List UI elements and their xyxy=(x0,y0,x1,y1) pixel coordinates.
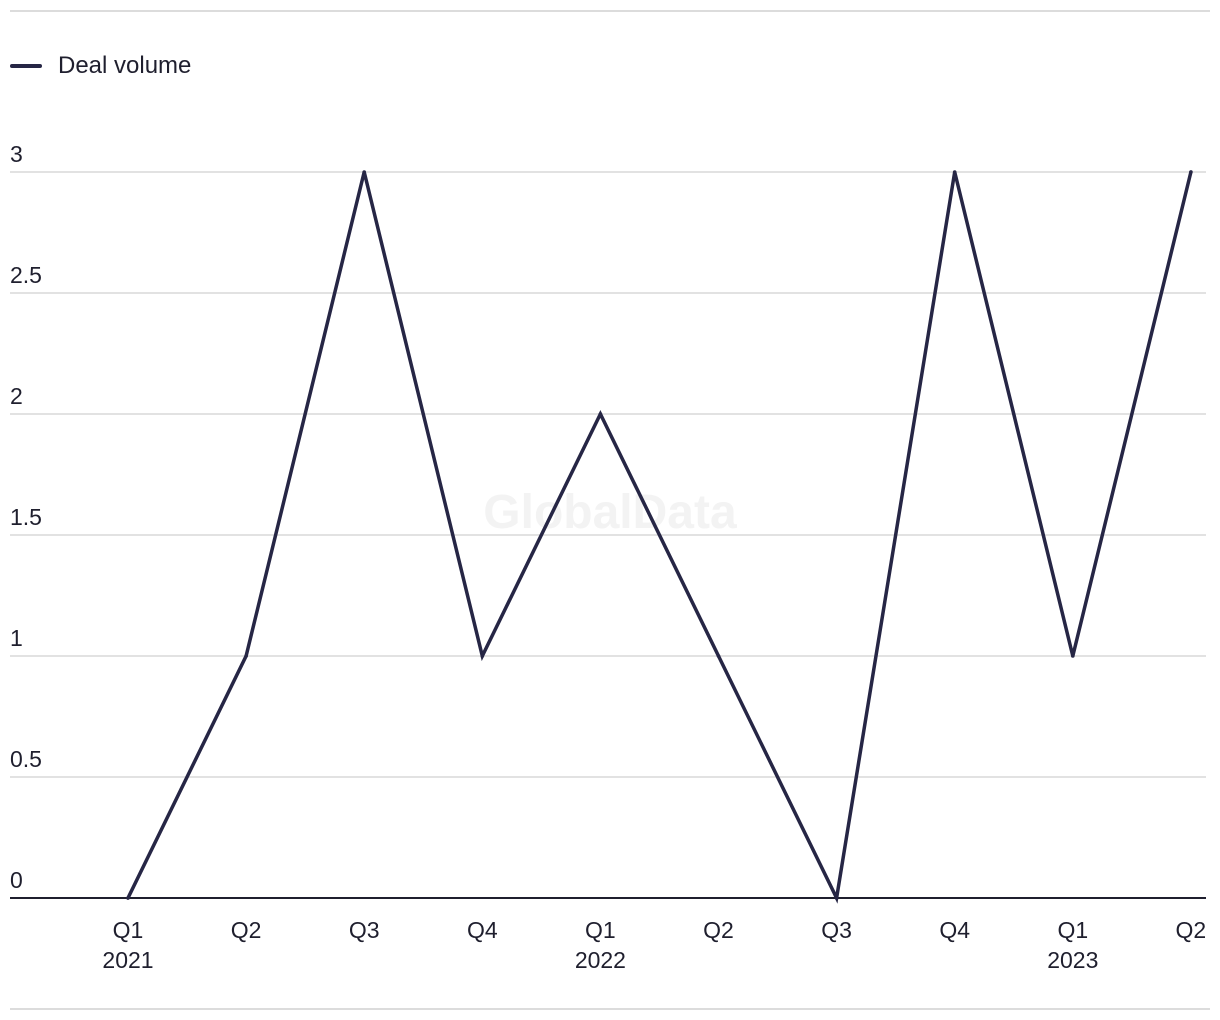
data-point xyxy=(362,170,367,174)
x-tick-year-label: 2021 xyxy=(102,947,153,973)
x-tick-label: Q2 xyxy=(703,917,734,943)
data-point xyxy=(480,654,485,658)
x-tick-year-label: 2023 xyxy=(1047,947,1098,973)
y-tick-label: 0.5 xyxy=(10,746,42,772)
y-tick-label: 3 xyxy=(10,141,23,167)
y-tick-label: 0 xyxy=(10,867,23,893)
y-tick-label: 1.5 xyxy=(10,504,42,530)
legend-line-swatch xyxy=(10,64,42,68)
data-point xyxy=(716,654,721,658)
watermark-text: GlobalData xyxy=(483,486,737,539)
x-tick-label: Q3 xyxy=(821,917,852,943)
x-tick-label: Q3 xyxy=(349,917,380,943)
y-tick-label: 2.5 xyxy=(10,262,42,288)
data-point xyxy=(244,654,248,658)
x-tick-label: Q4 xyxy=(939,917,970,943)
data-point xyxy=(1071,654,1075,658)
x-tick-label: Q2 xyxy=(1176,917,1207,943)
x-tick-label: Q1 xyxy=(585,917,616,943)
data-point xyxy=(834,896,839,900)
series-line xyxy=(126,170,1193,904)
data-point xyxy=(598,412,603,416)
x-tick-label: Q1 xyxy=(113,917,144,943)
y-tick-label: 2 xyxy=(10,383,23,409)
y-tick-label: 1 xyxy=(10,625,23,651)
x-tick-label: Q2 xyxy=(231,917,262,943)
data-point xyxy=(952,170,957,174)
data-point xyxy=(126,896,130,900)
data-point xyxy=(1189,170,1193,174)
legend-label: Deal volume xyxy=(58,52,192,79)
x-tick-label: Q4 xyxy=(467,917,498,943)
x-tick-label: Q1 xyxy=(1057,917,1088,943)
chart-legend: Deal volume xyxy=(10,52,191,80)
bottom-divider xyxy=(10,1008,1210,1010)
top-divider xyxy=(10,10,1210,12)
x-tick-year-label: 2022 xyxy=(575,947,626,973)
